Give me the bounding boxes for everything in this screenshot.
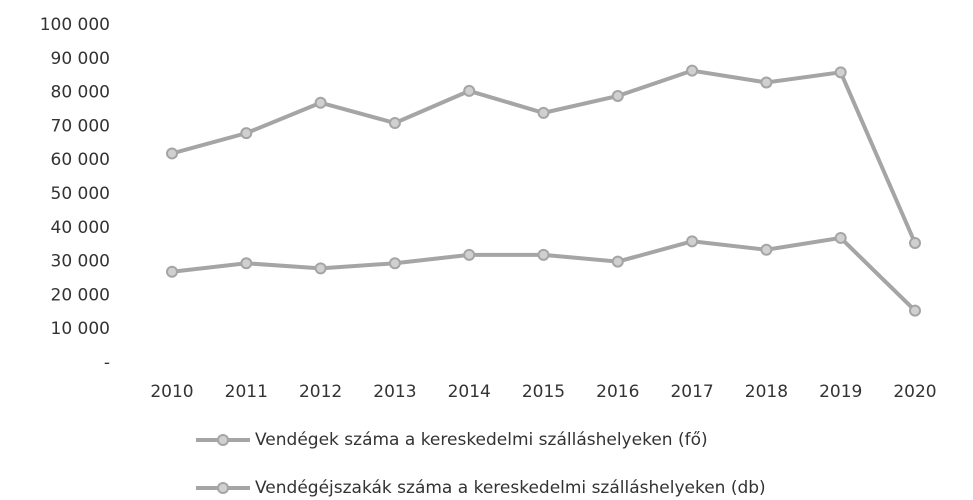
x-tick-label: 2013 <box>373 382 416 402</box>
legend-marker <box>217 434 229 446</box>
x-tick-label: 2015 <box>522 382 565 402</box>
point <box>537 106 550 119</box>
point <box>166 147 178 160</box>
y-tick-label: 20 000 <box>51 285 110 305</box>
point <box>834 66 847 79</box>
y-tick-label: 90 000 <box>51 49 110 69</box>
point <box>760 76 773 89</box>
legend-label: Vendégéjszakák száma a kereskedelmi szál… <box>255 478 766 498</box>
point <box>314 262 327 275</box>
y-tick-label: 40 000 <box>51 218 110 238</box>
point <box>909 237 921 250</box>
series-line <box>171 68 917 244</box>
point <box>240 127 253 140</box>
legend-label: Vendégek száma a kereskedelmi szálláshel… <box>255 430 708 450</box>
point <box>686 64 699 77</box>
y-tick-label: 10 000 <box>51 319 110 339</box>
point <box>463 84 476 97</box>
point <box>314 96 327 109</box>
x-tick-label: 2017 <box>670 382 713 402</box>
y-tick-label: 70 000 <box>51 116 110 136</box>
point <box>537 248 550 261</box>
point <box>909 304 921 317</box>
point <box>834 231 847 244</box>
x-tick-label: 2016 <box>596 382 639 402</box>
point <box>240 257 253 270</box>
y-tick-label: 100 000 <box>40 15 110 35</box>
x-tick-label: 2011 <box>225 382 268 402</box>
x-tick-label: 2010 <box>150 382 193 402</box>
x-tick-label: 2014 <box>448 382 491 402</box>
point <box>388 257 401 270</box>
y-tick-label: 80 000 <box>51 83 110 103</box>
x-tick-label: 2018 <box>745 382 788 402</box>
x-tick-label: 2019 <box>819 382 862 402</box>
point <box>611 89 624 102</box>
point <box>611 255 624 268</box>
point <box>388 117 401 130</box>
y-tick-label: - <box>104 353 110 373</box>
y-tick-label: 60 000 <box>51 150 110 170</box>
y-tick-label: 50 000 <box>51 184 110 204</box>
point <box>686 235 699 248</box>
x-tick-label: 2012 <box>299 382 342 402</box>
y-tick-label: 30 000 <box>51 252 110 272</box>
legend-marker <box>217 482 229 494</box>
point <box>463 248 476 261</box>
point <box>166 265 178 278</box>
x-tick-label: 2020 <box>893 382 936 402</box>
point <box>760 243 773 256</box>
